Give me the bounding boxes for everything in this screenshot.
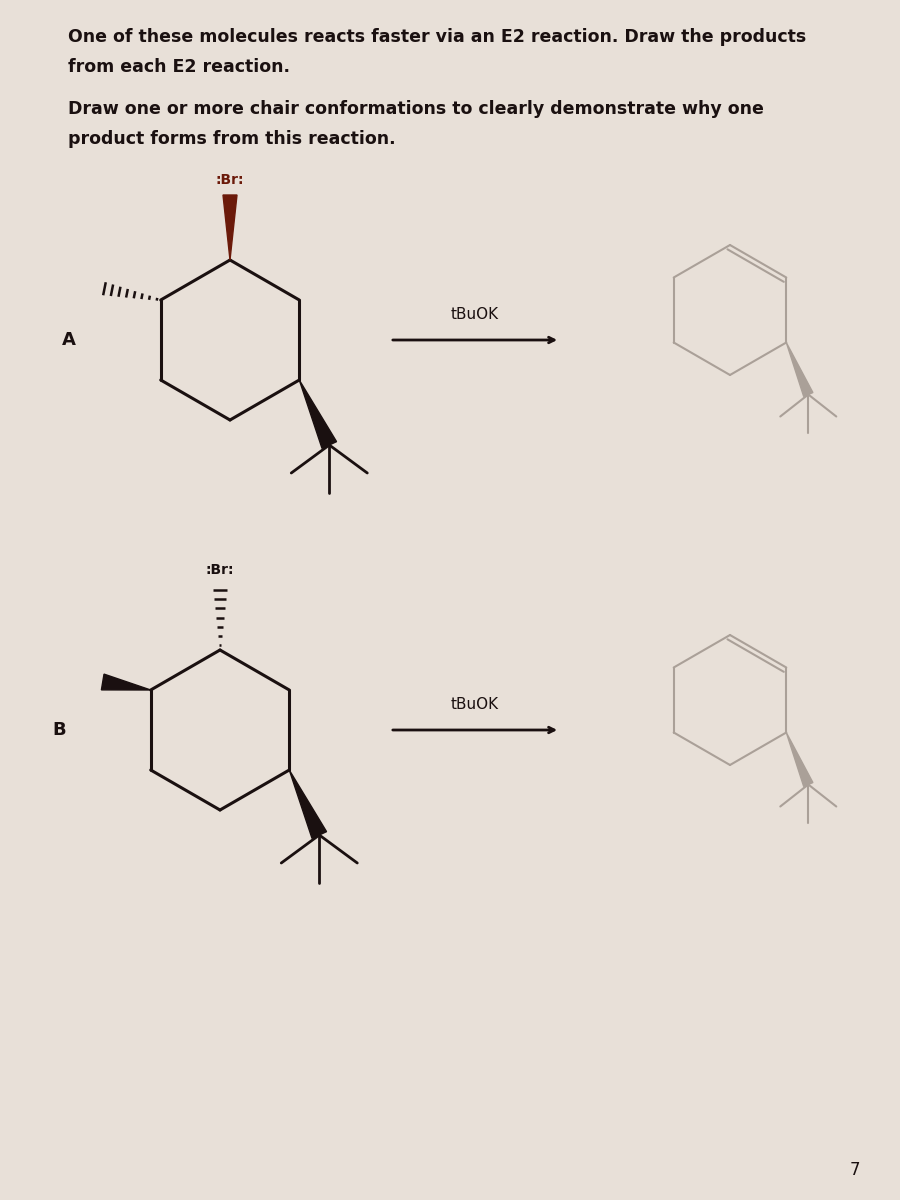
Polygon shape <box>102 674 150 690</box>
Polygon shape <box>787 732 813 786</box>
Text: Draw one or more chair conformations to clearly demonstrate why one: Draw one or more chair conformations to … <box>68 100 764 118</box>
Polygon shape <box>223 194 237 260</box>
Text: product forms from this reaction.: product forms from this reaction. <box>68 130 396 148</box>
Text: :Br:: :Br: <box>216 173 244 187</box>
Text: tBuOK: tBuOK <box>451 697 500 712</box>
Text: A: A <box>62 331 76 349</box>
Text: :Br:: :Br: <box>206 563 234 577</box>
Polygon shape <box>300 380 337 449</box>
Text: 7: 7 <box>850 1162 860 1178</box>
Polygon shape <box>289 770 327 839</box>
Text: from each E2 reaction.: from each E2 reaction. <box>68 58 290 76</box>
Text: One of these molecules reacts faster via an E2 reaction. Draw the products: One of these molecules reacts faster via… <box>68 28 806 46</box>
Polygon shape <box>787 342 813 396</box>
Text: tBuOK: tBuOK <box>451 307 500 322</box>
Text: B: B <box>52 721 66 739</box>
